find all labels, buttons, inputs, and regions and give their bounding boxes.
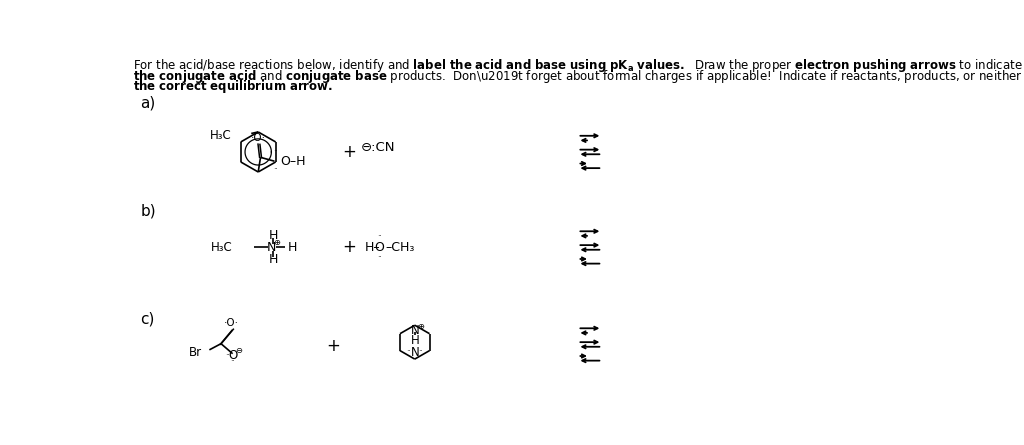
Text: O: O	[374, 241, 384, 254]
Text: O: O	[228, 349, 238, 362]
Text: $\bf{the\ conjugate\ acid}$ and $\bf{conjugate\ base}$ products.  Don\u2019t for: $\bf{the\ conjugate\ acid}$ and $\bf{con…	[133, 68, 1024, 85]
Text: ··: ··	[272, 148, 278, 157]
Text: H₃C: H₃C	[211, 241, 232, 254]
Text: ··: ··	[230, 357, 234, 366]
Text: H: H	[269, 253, 279, 266]
Text: H–: H–	[365, 241, 380, 254]
Text: +: +	[327, 337, 340, 355]
Text: For the acid/base reactions below, identify and $\bf{label\ the\ acid\ and\ base: For the acid/base reactions below, ident…	[133, 57, 1024, 74]
Text: ··: ··	[377, 253, 382, 262]
Text: ··: ··	[377, 232, 382, 241]
Text: +: +	[342, 239, 355, 256]
Text: a): a)	[140, 96, 156, 111]
Text: N: N	[266, 241, 276, 254]
Text: –CH₃: –CH₃	[385, 241, 415, 254]
Text: O–H: O–H	[280, 155, 305, 168]
Text: Br: Br	[188, 346, 202, 359]
Text: ··: ··	[419, 347, 423, 356]
Text: +: +	[342, 143, 355, 161]
Text: H₃C: H₃C	[210, 129, 231, 142]
Text: ⊖:CN: ⊖:CN	[360, 141, 395, 154]
Text: c): c)	[140, 312, 155, 326]
Text: H: H	[269, 229, 279, 242]
Text: $\bf{the\ correct\ equilibrium\ arrow.}$: $\bf{the\ correct\ equilibrium\ arrow.}$	[133, 78, 333, 95]
Text: ··: ··	[225, 351, 229, 360]
Text: ⊕: ⊕	[418, 322, 425, 331]
Text: ·O·: ·O·	[224, 318, 240, 328]
Text: ⊖: ⊖	[236, 346, 243, 355]
Text: ··: ··	[407, 347, 411, 356]
Text: ··: ··	[272, 165, 278, 174]
Text: N: N	[411, 346, 419, 360]
Text: H: H	[411, 334, 419, 347]
Text: ·O·: ·O·	[251, 134, 265, 143]
Text: H: H	[288, 241, 297, 254]
Text: ⊕: ⊕	[273, 238, 281, 247]
Text: N: N	[411, 324, 419, 337]
Text: b): b)	[140, 203, 156, 218]
